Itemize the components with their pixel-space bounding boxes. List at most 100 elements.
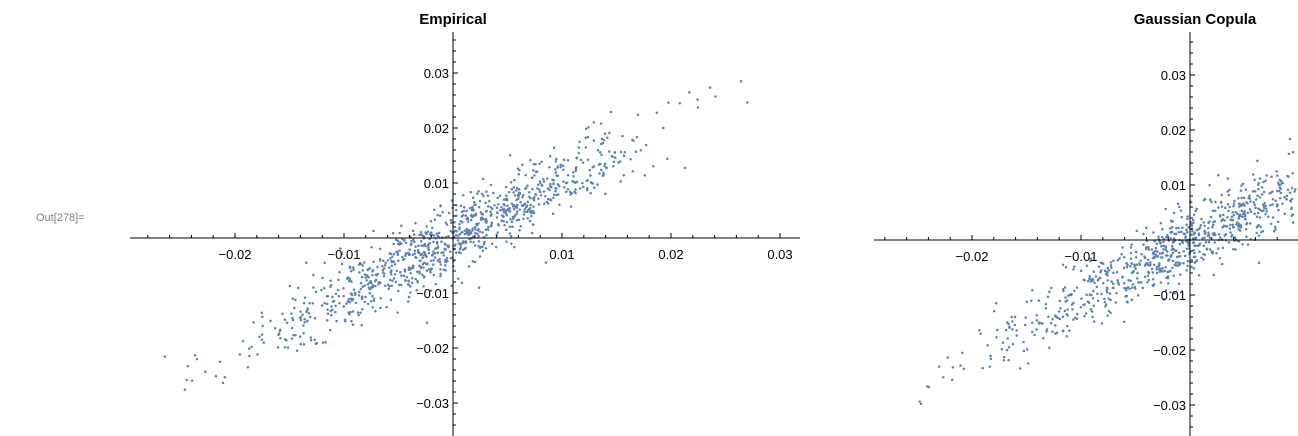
data-point bbox=[538, 162, 541, 165]
data-point bbox=[1214, 209, 1217, 213]
data-point bbox=[432, 240, 435, 244]
data-point bbox=[457, 242, 461, 245]
data-point bbox=[508, 154, 512, 157]
data-point bbox=[416, 270, 419, 273]
data-point bbox=[321, 276, 324, 280]
data-point bbox=[1064, 296, 1067, 299]
data-point bbox=[1154, 246, 1158, 250]
data-point bbox=[1064, 266, 1068, 269]
data-point bbox=[652, 164, 655, 168]
data-point bbox=[530, 176, 534, 180]
data-point bbox=[283, 337, 287, 341]
data-point bbox=[1293, 190, 1296, 193]
data-point bbox=[533, 195, 536, 199]
data-point bbox=[325, 302, 329, 306]
data-point bbox=[495, 216, 499, 219]
data-point bbox=[532, 162, 536, 166]
data-point bbox=[566, 159, 570, 162]
x-tick-label: 0.03 bbox=[767, 247, 792, 262]
data-point bbox=[1010, 315, 1013, 319]
data-point bbox=[399, 242, 403, 246]
data-point bbox=[559, 165, 562, 169]
data-point bbox=[1177, 230, 1181, 234]
chart-gaussian-copula: −0.02 −0.01 0.03 0.02 0.01 −0.01 −0.02 −0.03 Gau… bbox=[874, 11, 1298, 436]
data-point bbox=[1088, 277, 1091, 280]
data-point bbox=[1011, 342, 1015, 346]
data-point bbox=[1173, 292, 1176, 295]
data-point bbox=[389, 256, 392, 260]
data-point bbox=[1125, 287, 1128, 290]
data-point bbox=[352, 288, 356, 291]
x-tick-label: −0.02 bbox=[219, 247, 252, 262]
data-point bbox=[607, 150, 611, 153]
data-point bbox=[1204, 241, 1208, 244]
data-point bbox=[1115, 271, 1119, 274]
data-point bbox=[1223, 219, 1226, 222]
data-point bbox=[252, 321, 255, 324]
data-point bbox=[291, 297, 294, 300]
data-point bbox=[290, 337, 294, 340]
data-point bbox=[667, 101, 670, 104]
data-point bbox=[377, 281, 380, 284]
data-point bbox=[1001, 341, 1005, 345]
data-point bbox=[391, 232, 395, 235]
data-point bbox=[1155, 271, 1159, 275]
data-point bbox=[420, 233, 423, 236]
data-point bbox=[1231, 225, 1235, 229]
data-point bbox=[1221, 225, 1224, 229]
data-point bbox=[340, 252, 344, 255]
data-point bbox=[1156, 250, 1159, 253]
data-point bbox=[1065, 299, 1069, 302]
data-point bbox=[436, 234, 440, 237]
data-point bbox=[1114, 301, 1118, 304]
data-point bbox=[404, 252, 408, 255]
data-point bbox=[1066, 314, 1069, 317]
data-point bbox=[1227, 193, 1231, 197]
data-point bbox=[1112, 271, 1115, 275]
data-point bbox=[1137, 294, 1140, 297]
data-point bbox=[950, 378, 954, 382]
data-point bbox=[492, 191, 495, 195]
data-point bbox=[1146, 261, 1149, 265]
data-point bbox=[1232, 202, 1236, 206]
data-point bbox=[522, 203, 525, 207]
data-point bbox=[1227, 209, 1230, 213]
data-point bbox=[1169, 291, 1172, 294]
data-point bbox=[636, 113, 640, 116]
data-point bbox=[477, 205, 481, 209]
data-point bbox=[387, 287, 390, 291]
data-point bbox=[1170, 248, 1174, 251]
data-point bbox=[598, 151, 602, 154]
data-point bbox=[600, 137, 604, 141]
data-point bbox=[356, 311, 360, 314]
data-point bbox=[323, 261, 326, 265]
data-point bbox=[424, 231, 428, 235]
data-point bbox=[348, 277, 351, 280]
data-point bbox=[1231, 210, 1234, 214]
data-point bbox=[390, 284, 394, 287]
data-point bbox=[1203, 197, 1207, 201]
data-point bbox=[439, 274, 442, 278]
data-point bbox=[438, 214, 442, 217]
data-point bbox=[475, 222, 478, 226]
data-point bbox=[574, 169, 577, 173]
data-point bbox=[290, 312, 293, 315]
data-point bbox=[1073, 289, 1076, 293]
data-point bbox=[1115, 291, 1118, 295]
data-point bbox=[549, 182, 552, 186]
data-point bbox=[183, 388, 187, 391]
data-point bbox=[634, 150, 638, 154]
data-point bbox=[1015, 334, 1019, 337]
data-point bbox=[586, 178, 589, 182]
data-point bbox=[1123, 286, 1126, 290]
data-point bbox=[1045, 328, 1049, 331]
data-point bbox=[1194, 209, 1198, 213]
data-point bbox=[1169, 227, 1172, 230]
data-point bbox=[562, 186, 566, 189]
data-point bbox=[542, 190, 546, 193]
data-point bbox=[1174, 249, 1178, 253]
data-point bbox=[596, 148, 600, 152]
data-point bbox=[1151, 277, 1155, 281]
data-point bbox=[1217, 233, 1221, 236]
data-point bbox=[1267, 215, 1270, 218]
